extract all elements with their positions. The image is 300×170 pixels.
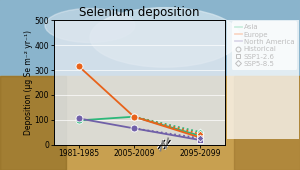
FancyBboxPatch shape [51, 14, 228, 151]
Bar [0, 76, 66, 170]
Y-axis label: Deposition (μg Se m⁻² yr⁻¹): Deposition (μg Se m⁻² yr⁻¹) [24, 30, 33, 135]
Bar [0, 0, 300, 94]
Ellipse shape [45, 8, 135, 42]
Bar [0, 76, 300, 170]
Bar [234, 76, 300, 170]
Legend: Asia, Europe, North America, Historical, SSP1-2.6, SSP5-8.5: Asia, Europe, North America, Historical,… [232, 21, 297, 70]
Ellipse shape [90, 8, 240, 67]
Title: Selenium deposition: Selenium deposition [79, 6, 200, 19]
